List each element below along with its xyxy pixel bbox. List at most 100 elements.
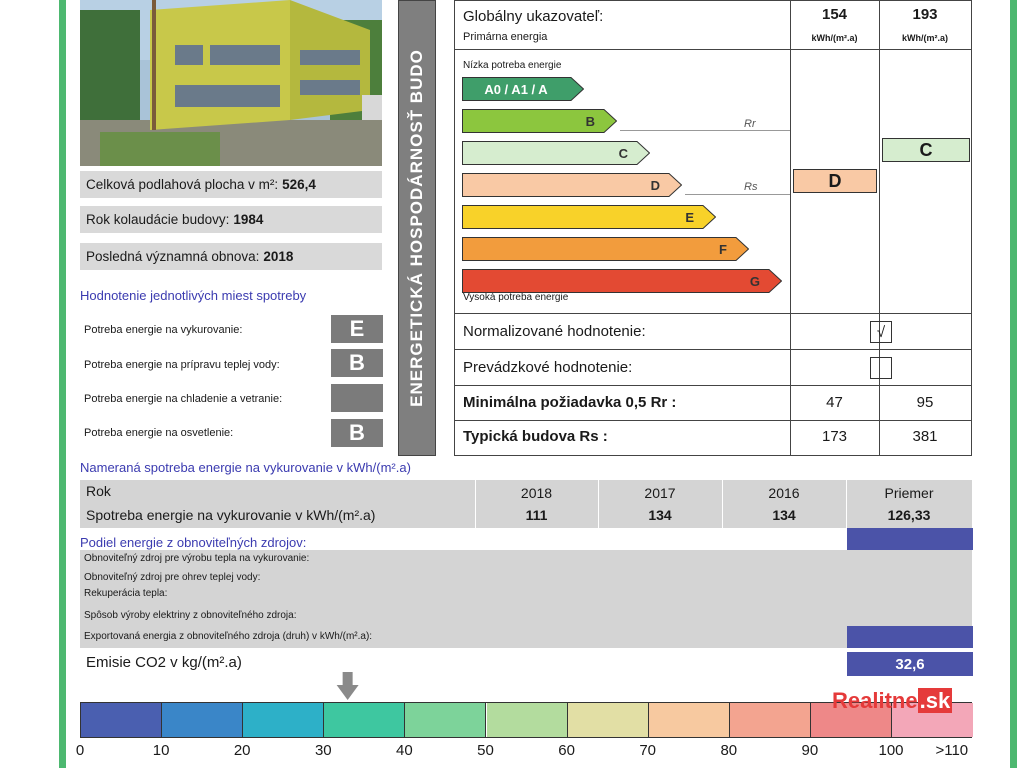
rs-label: Rs [744, 181, 758, 193]
energy-class-label-6: G [749, 273, 760, 289]
energy-class-arrow-4 [462, 205, 716, 229]
energy-class-bar-3: D [462, 173, 682, 197]
measured-table [80, 480, 972, 528]
energy-class-bar-5: F [462, 237, 749, 261]
floor-area-value: 526,4 [282, 177, 316, 192]
renovation-value: 2018 [263, 249, 294, 264]
energy-class-label-2: C [618, 145, 628, 161]
usage-heating-label: Potreba energie na vykurovanie: [84, 324, 243, 336]
energy-class-arrow-2 [462, 141, 650, 165]
watermark-name: Realitne [832, 688, 918, 713]
usage-title: Hodnotenie jednotlivých miest spotreby [80, 288, 307, 303]
measured-value-2017: 134 [648, 507, 672, 523]
rating-2-box: C [882, 138, 970, 162]
floor-area-row: Celková podlahová plocha v m²: 526,4 [80, 171, 382, 198]
scale-tick-0: 0 [75, 742, 85, 759]
renovation-label: Posledná významná obnova: [86, 249, 260, 264]
min-requirement-value-2: 95 [916, 394, 934, 411]
rr-label: Rr [744, 118, 756, 130]
measured-value-average: 126,33 [887, 507, 931, 523]
usage-cooling-class [331, 384, 383, 412]
energy-class-arrow-5 [462, 237, 749, 261]
usage-cooling-label: Potreba energie na chladenie a vetranie: [84, 393, 283, 405]
page-border-left [0, 0, 66, 768]
measured-year-2018: 2018 [520, 485, 553, 501]
measured-year-2017: 2017 [644, 485, 676, 501]
typical-building-label: Typická budova Rs : [463, 428, 608, 445]
scale-tick-10: 100 [878, 742, 904, 759]
renewables-line-1: Obnoviteľný zdroj pre výrobu tepla na vy… [84, 553, 310, 564]
realitne-watermark: Realitne.sk [832, 688, 953, 714]
energy-class-bar-6: G [462, 269, 782, 293]
usage-lighting-class: B [331, 419, 383, 447]
scale-tick-3: 30 [314, 742, 332, 759]
scale-segment-1 [162, 703, 244, 737]
scale-tick-5: 50 [477, 742, 494, 759]
scale-segment-0 [81, 703, 163, 737]
operational-rating-label: Prevádzkové hodnotenie: [463, 359, 633, 376]
energy-rating-table: Globálny ukazovateľ: Primárna energia 15… [454, 0, 972, 456]
scale-segment-8 [729, 703, 811, 737]
energy-class-label-5: F [719, 241, 727, 257]
min-requirement-label: Minimálna požiadavka 0,5 Rr : [463, 394, 677, 411]
usage-hot-water-class: B [331, 349, 383, 377]
energy-class-arrow-1 [462, 109, 617, 133]
energy-class-label-0: A0 / A1 / A [484, 81, 548, 97]
measured-value-2016: 134 [772, 507, 796, 523]
approval-year-row: Rok kolaudácie budovy: 1984 [80, 206, 382, 233]
emissions-label: Emisie CO2 v kg/(m².a) [86, 654, 242, 671]
energy-class-label-4: E [685, 209, 694, 225]
scale-segment-9 [810, 703, 892, 737]
approval-year-label: Rok kolaudácie budovy: [86, 212, 230, 227]
scale-segment-3 [324, 703, 406, 737]
scale-tick-8: 80 [720, 742, 738, 759]
global-unit-2: kWh/(m².a) [902, 33, 948, 43]
energy-class-arrow-6 [462, 269, 782, 293]
banner-text: ENERGETICKÁ HOSPODÁRNOSŤ BUDO [407, 49, 426, 407]
low-demand-label: Nízka potreba energie [463, 60, 562, 71]
energy-class-bar-1: B [462, 109, 617, 133]
operational-rating-checkbox[interactable] [870, 357, 892, 379]
measured-year-label: Rok [86, 483, 111, 499]
energy-performance-banner: ENERGETICKÁ HOSPODÁRNOSŤ BUDO [398, 0, 436, 456]
global-indicator-title: Globálny ukazovateľ: [463, 8, 604, 25]
measured-value-2018: 111 [525, 507, 548, 523]
normalized-rating-checkbox[interactable]: √ [870, 321, 892, 343]
global-value-1: 154 [821, 6, 848, 23]
floor-area-label: Celková podlahová plocha v m²: [86, 177, 279, 192]
building-photo [80, 0, 382, 166]
renewables-line-4: Spôsob výroby elektriny z obnoviteľného … [84, 610, 297, 621]
global-indicator-subtitle: Primárna energia [463, 31, 548, 43]
scale-segment-5 [486, 703, 568, 737]
renewables-line-5: Exportovaná energia z obnoviteľného zdro… [84, 631, 373, 642]
energy-class-label-1: B [585, 113, 595, 129]
approval-year-value: 1984 [233, 212, 264, 227]
renewables-line-2: Obnoviteľný zdroj pre ohrev teplej vody: [84, 572, 261, 583]
energy-class-arrow-3 [462, 173, 682, 197]
scale-tick-1: 10 [152, 742, 170, 759]
usage-heating-class: E [331, 315, 383, 343]
typical-building-value-1: 173 [821, 428, 848, 445]
renewables-line-3: Rekuperácia tepla: [84, 588, 168, 599]
energy-class-bar-4: E [462, 205, 716, 229]
renewables-title: Podiel energie z obnoviteľných zdrojov: [80, 535, 307, 550]
high-demand-label: Vysoká potreba energie [463, 292, 569, 303]
exported-energy-block [847, 626, 973, 648]
emissions-scale [80, 702, 974, 738]
energy-class-arrow-0 [462, 77, 584, 101]
emissions-value: 32,6 [847, 652, 973, 676]
energy-class-label-3: D [650, 177, 660, 193]
scale-segment-4 [405, 703, 487, 737]
energy-class-bar-0: A0 / A1 / A [462, 77, 584, 101]
page-border-right [1010, 0, 1024, 768]
emissions-marker-arrow [336, 672, 359, 700]
typical-building-value-2: 381 [912, 428, 938, 445]
scale-tick-6: 60 [558, 742, 575, 759]
scale-segment-6 [567, 703, 649, 737]
scale-tick-7: 70 [639, 742, 657, 759]
measured-title: Nameraná spotreba energie na vykurovanie… [80, 460, 411, 475]
watermark-tld: .sk [917, 688, 953, 713]
scale-tick-9: 90 [801, 742, 819, 759]
global-unit-1: kWh/(m².a) [811, 33, 858, 43]
measured-year-2016: 2016 [768, 485, 800, 501]
